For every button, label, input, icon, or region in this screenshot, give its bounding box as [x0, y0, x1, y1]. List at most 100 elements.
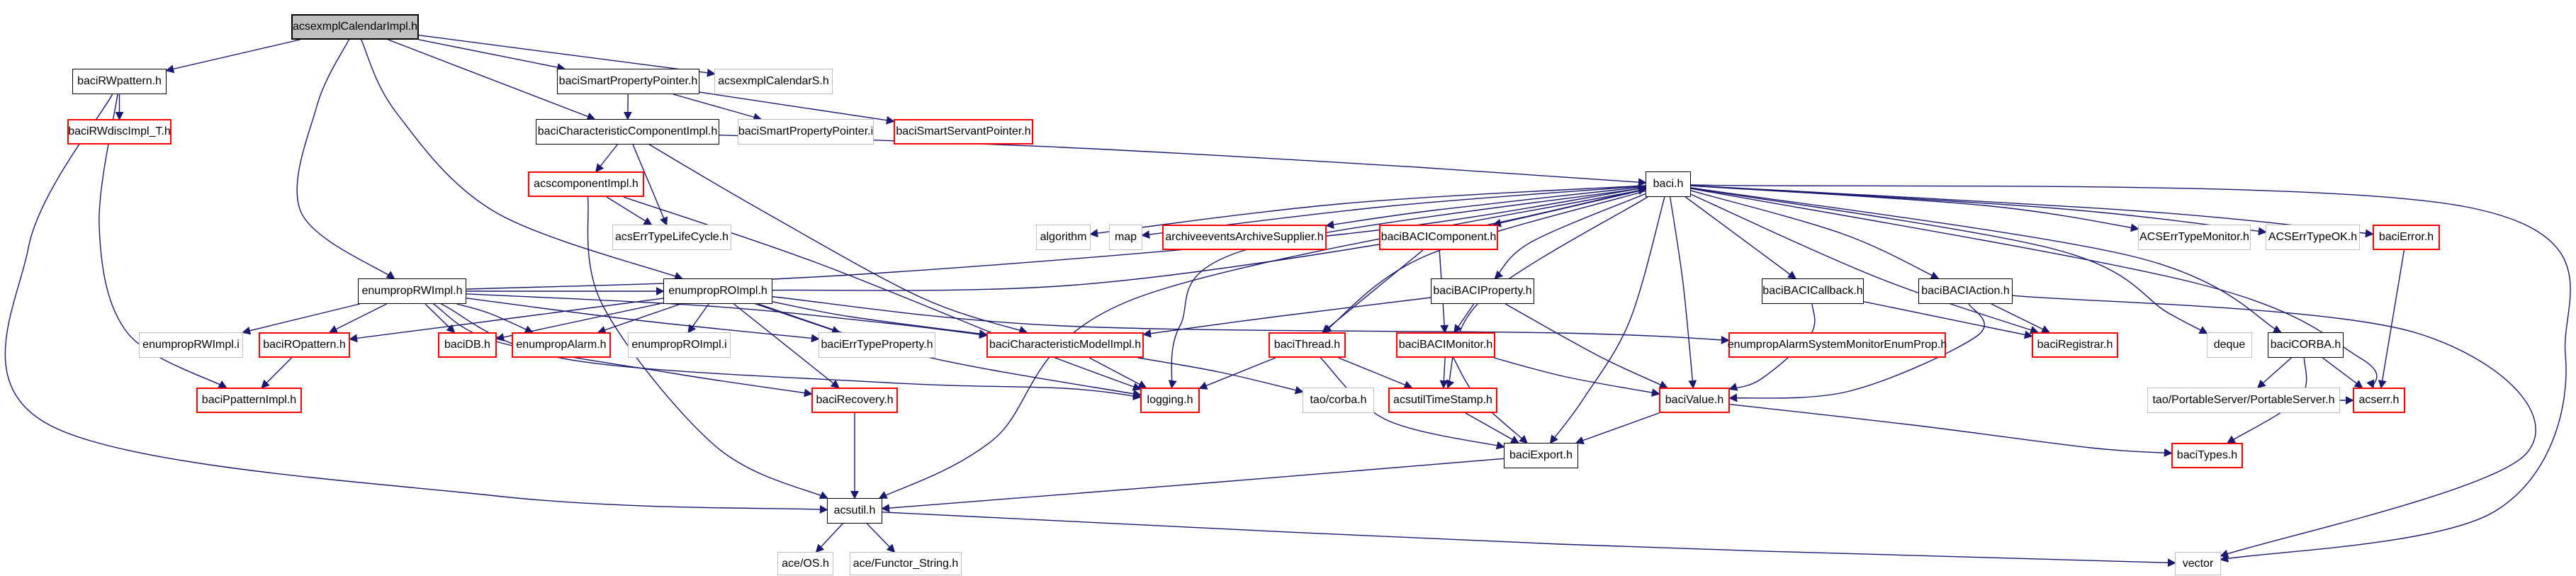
graph-node-tao-PortableServer[interactable]: tao/PortableServer/PortableServer.h [2147, 388, 2340, 413]
edge-enumpropRWImpl-h-to-baciRecovery-h [433, 303, 813, 397]
graph-node-enumpropAlarm-h[interactable]: enumpropAlarm.h [512, 332, 611, 358]
edge-baciCharacteristicComponentImpl-h-to-baciCharacteristicModelImpl-h [648, 144, 1028, 334]
graph-node-baciPpatternImpl-h[interactable]: baciPpatternImpl.h [196, 388, 302, 413]
edge-baciBACICallback-h-to-baciRegistrar-h [1863, 301, 2033, 339]
graph-node-acsutil-h[interactable]: acsutil.h [827, 498, 882, 524]
graph-node-acsutilTimeStamp-h[interactable]: acsutilTimeStamp.h [1388, 388, 1497, 413]
graph-node-baciError-h[interactable]: baciError.h [2373, 225, 2440, 250]
edge-baciBACIComponent-h-to-baciThread-h [1322, 249, 1424, 334]
graph-node-baciBACIProperty-h[interactable]: baciBACIProperty.h [1431, 278, 1534, 304]
edge-baciBACIAction-h-to-baciValue-h [1728, 303, 1985, 402]
graph-node-acsexmplCalendarS-h[interactable]: acsexmplCalendarS.h [714, 69, 833, 94]
edge-enumpropROImpl-h-to-baciCharacteristicModelImpl-h [772, 301, 988, 338]
graph-node-baci-h[interactable]: baci.h [1646, 171, 1691, 197]
graph-node-root[interactable]: acsexmplCalendarImpl.h [291, 14, 419, 40]
graph-node-baciDB-h[interactable]: baciDB.h [438, 332, 497, 358]
edge-baciBACIMonitor-h-to-acsutilTimeStamp-h [1439, 357, 1449, 389]
edge-enumpropRWImpl-h-to-baciROpattern-h [328, 303, 387, 333]
edge-baciThread-h-to-baciExport-h [1320, 357, 1505, 450]
graph-node-baciExport-h[interactable]: baciExport.h [1504, 443, 1578, 468]
graph-node-baciThread-h[interactable]: baciThread.h [1269, 332, 1346, 358]
edge-baciValue-h-to-baciExport-h [1575, 412, 1660, 445]
graph-node-baciSmartServantPointer-h[interactable]: baciSmartServantPointer.h [894, 119, 1033, 145]
graph-node-enumpropROImpl-h[interactable]: enumpropROImpl.h [663, 278, 772, 304]
edge-baciCORBA-h-to-acserr-h [2322, 357, 2363, 389]
edge-baciCharacteristicComponentImpl-h-to-acscomponentImpl-h [595, 144, 618, 173]
graph-node-enumpropRWImpl-h[interactable]: enumpropRWImpl.h [358, 278, 466, 304]
edge-root-to-enumpropROImpl-h [361, 39, 683, 281]
graph-node-map[interactable]: map [1109, 225, 1142, 250]
edge-baci-h-to-baciRegistrar-h [1690, 193, 2040, 334]
graph-node-baciRegistrar-h[interactable]: baciRegistrar.h [2032, 332, 2118, 358]
graph-node-algorithm[interactable]: algorithm [1036, 225, 1091, 250]
graph-node-baciRecovery-h[interactable]: baciRecovery.h [811, 388, 898, 413]
graph-node-baciSmartPropertyPointer-i[interactable]: baciSmartPropertyPointer.i [738, 119, 874, 145]
graph-node-ace-Functor-String-h[interactable]: ace/Functor_String.h [850, 552, 962, 575]
graph-node-baciValue-h[interactable]: baciValue.h [1659, 388, 1730, 413]
graph-node-logging-h[interactable]: logging.h [1140, 388, 1200, 413]
edge-baci-h-to-baciBACIProperty-h [1494, 193, 1646, 280]
graph-node-vector[interactable]: vector [2175, 552, 2221, 575]
graph-node-ACSErrTypeMonitor-h[interactable]: ACSErrTypeMonitor.h [2138, 225, 2251, 250]
edge-baci-h-to-baciValue-h [1670, 196, 1697, 389]
edge-acsutil-h-to-ace-OS-h [815, 523, 843, 553]
edge-baci-h-to-acserr-h [1690, 188, 2378, 389]
graph-node-enumpropAlarmSystemMonitorEnumProp-h[interactable]: enumpropAlarmSystemMonitorEnumProp.h [1728, 332, 1947, 358]
edge-acsutil-h-to-vector [882, 512, 2176, 567]
edge-acsutilTimeStamp-h-to-baciExport-h [1465, 412, 1520, 444]
edge-baciROpattern-h-to-baciPpatternImpl-h [261, 357, 292, 389]
graph-node-enumpropRWImpl-i[interactable]: enumpropRWImpl.i [139, 332, 243, 358]
graph-node-baciROpattern-h[interactable]: baciROpattern.h [259, 332, 350, 358]
edge-enumpropROImpl-h-to-enumpropAlarm-h [597, 303, 681, 334]
graph-node-baciCharacteristicComponentImpl-h[interactable]: baciCharacteristicComponentImpl.h [536, 119, 719, 145]
graph-node-baciCORBA-h[interactable]: baciCORBA.h [2268, 332, 2344, 358]
edge-enumpropROImpl-h-to-enumpropAlarmSystemMonitorEnumProp-h [772, 296, 1730, 344]
graph-node-baciSmartPropertyPointer-h[interactable]: baciSmartPropertyPointer.h [557, 69, 699, 94]
edge-acscomponentImpl-h-to-logging-h [623, 196, 1142, 391]
graph-node-baciRWpattern-h[interactable]: baciRWpattern.h [72, 69, 167, 94]
graph-node-baciTypes-h[interactable]: baciTypes.h [2171, 443, 2243, 468]
edge-baci-h-to-baciBACICallback-h [1684, 196, 1797, 280]
graph-node-baciBACIMonitor-h[interactable]: baciBACIMonitor.h [1396, 332, 1495, 358]
edge-baciCORBA-h-to-tao-PortableServer [2256, 357, 2292, 389]
graph-node-ace-OS-h[interactable]: ace/OS.h [777, 552, 833, 575]
edge-baci-h-to-baciExport-h [1549, 196, 1665, 444]
edge-baci-h-to-archiveeventsArchiveSupplier-h [1325, 186, 1646, 229]
graph-node-baciBACICallback-h[interactable]: baciBACICallback.h [1762, 278, 1864, 304]
graph-node-acserr-h[interactable]: acserr.h [2353, 388, 2405, 413]
graph-node-archiveeventsArchiveSupplier-h[interactable]: archiveeventsArchiveSupplier.h [1162, 225, 1327, 250]
graph-node-enumpropROImpl-i[interactable]: enumpropROImpl.i [628, 332, 731, 358]
graph-node-baciCharacteristicModelImpl-h[interactable]: baciCharacteristicModelImpl.h [986, 332, 1144, 358]
edge-baci-h-to-baciBACIComponent-h [1492, 188, 1646, 227]
edge-enumpropRWImpl-h-to-baciErrTypeProperty-h [466, 298, 820, 343]
edge-root-to-enumpropRWImpl-h [296, 39, 395, 280]
edge-baciThread-h-to-acsutilTimeStamp-h [1338, 357, 1413, 389]
edge-baciBACIProperty-h-to-baciCharacteristicModelImpl-h [1142, 297, 1432, 338]
graph-node-baciBACIAction-h[interactable]: baciBACIAction.h [1918, 278, 2013, 304]
edge-baciExport-h-to-acsutil-h [881, 458, 1504, 513]
edge-baciBACIMonitor-h-to-baciValue-h [1493, 357, 1660, 397]
edge-root-to-baciCharacteristicComponentImpl-h [388, 39, 596, 120]
graph-node-acscomponentImpl-h[interactable]: acscomponentImpl.h [528, 171, 644, 197]
edge-baciValue-h-to-baciTypes-h [1729, 403, 2173, 457]
edge-baci-h-to-baciCORBA-h [1690, 187, 2283, 333]
edge-baciThread-h-to-logging-h [1198, 357, 1276, 390]
edge-baci-h-to-vector [1690, 184, 2571, 563]
graph-node-ACSErrTypeOK-h[interactable]: ACSErrTypeOK.h [2266, 225, 2360, 250]
graph-node-baciErrTypeProperty-h[interactable]: baciErrTypeProperty.h [819, 332, 935, 358]
graph-node-baciRWdiscImpl-T-h[interactable]: baciRWdiscImpl_T.h [67, 119, 171, 145]
graph-node-baciBACIComponent-h[interactable]: baciBACIComponent.h [1379, 225, 1498, 250]
edge-baci-h-to-algorithm [1089, 185, 1646, 238]
graph-node-deque[interactable]: deque [2207, 332, 2252, 358]
edge-root-to-acsexmplCalendarS-h [418, 35, 716, 77]
edge-baciCharacteristicModelImpl-h-to-logging-h [1089, 357, 1147, 388]
edge-baciBACIProperty-h-to-baciValue-h [1504, 303, 1668, 389]
graph-node-acsErrTypeLifeCycle-h[interactable]: acsErrTypeLifeCycle.h [612, 225, 731, 250]
edge-baci-h-to-baciBACIAction-h [1690, 190, 1940, 280]
graph-node-tao-corba-h[interactable]: tao/corba.h [1303, 388, 1374, 413]
edge-root-to-baciSmartPropertyPointer-h [418, 39, 566, 72]
edge-enumpropRWImpl-h-to-baciDB-h [424, 303, 456, 334]
edge-enumpropRWImpl-h-to-enumpropAlarm-h [456, 303, 534, 334]
